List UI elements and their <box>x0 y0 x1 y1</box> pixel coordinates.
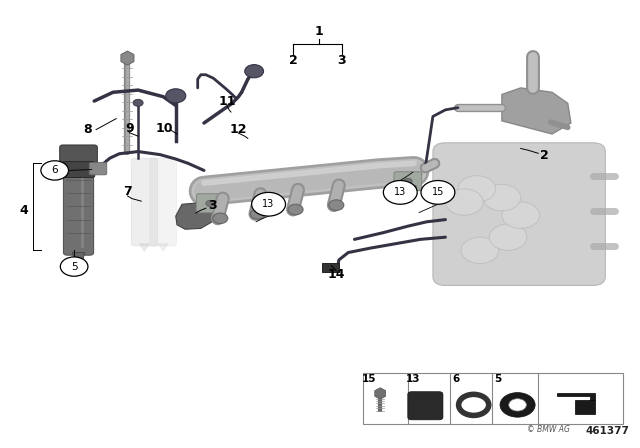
Circle shape <box>483 185 521 211</box>
Text: 6: 6 <box>452 375 460 384</box>
Polygon shape <box>176 203 216 229</box>
Circle shape <box>490 224 527 250</box>
Text: 6: 6 <box>51 165 58 176</box>
Circle shape <box>212 213 228 224</box>
Circle shape <box>421 181 455 204</box>
Circle shape <box>502 202 540 228</box>
Circle shape <box>133 99 143 106</box>
Polygon shape <box>158 244 168 251</box>
FancyBboxPatch shape <box>62 162 95 177</box>
Circle shape <box>500 392 535 417</box>
Polygon shape <box>140 244 149 251</box>
FancyBboxPatch shape <box>150 158 177 246</box>
Text: © BMW AG: © BMW AG <box>527 425 570 434</box>
FancyBboxPatch shape <box>363 373 623 424</box>
Circle shape <box>252 192 285 216</box>
Polygon shape <box>557 392 595 401</box>
Text: 14: 14 <box>328 268 345 281</box>
Circle shape <box>458 176 495 202</box>
Text: 10: 10 <box>156 122 173 135</box>
Text: 9: 9 <box>125 122 134 135</box>
Circle shape <box>60 257 88 276</box>
Polygon shape <box>121 51 134 65</box>
Text: 7: 7 <box>123 185 132 198</box>
Polygon shape <box>72 253 85 263</box>
Circle shape <box>206 200 214 207</box>
Polygon shape <box>575 401 595 414</box>
Circle shape <box>329 200 344 211</box>
Polygon shape <box>502 88 571 134</box>
Circle shape <box>166 89 186 103</box>
FancyBboxPatch shape <box>196 194 224 213</box>
Polygon shape <box>375 388 386 399</box>
FancyBboxPatch shape <box>60 145 97 167</box>
Text: 2: 2 <box>540 150 549 163</box>
FancyBboxPatch shape <box>322 263 339 272</box>
Text: 5: 5 <box>495 375 502 384</box>
Text: 8: 8 <box>84 123 92 136</box>
Circle shape <box>250 209 266 219</box>
FancyBboxPatch shape <box>89 163 107 175</box>
Text: 13: 13 <box>394 187 406 198</box>
Text: 3: 3 <box>208 199 216 212</box>
Text: 11: 11 <box>218 95 236 108</box>
FancyBboxPatch shape <box>408 392 443 420</box>
Text: 12: 12 <box>230 123 247 136</box>
Circle shape <box>459 394 489 415</box>
FancyBboxPatch shape <box>398 185 417 197</box>
Circle shape <box>509 399 526 411</box>
Text: 13: 13 <box>406 375 420 384</box>
FancyBboxPatch shape <box>131 158 157 246</box>
Text: 1: 1 <box>314 25 323 38</box>
Text: 15: 15 <box>432 187 444 198</box>
Circle shape <box>288 204 303 215</box>
Text: 13: 13 <box>262 199 275 209</box>
Circle shape <box>461 237 499 263</box>
Circle shape <box>403 178 412 185</box>
Text: 4: 4 <box>20 204 28 217</box>
Text: 2: 2 <box>289 54 298 67</box>
Circle shape <box>445 189 483 215</box>
FancyBboxPatch shape <box>394 172 422 191</box>
Text: 5: 5 <box>71 262 77 271</box>
FancyBboxPatch shape <box>63 158 93 255</box>
Text: 461377: 461377 <box>586 426 630 435</box>
FancyBboxPatch shape <box>433 143 605 285</box>
Circle shape <box>41 161 68 180</box>
Text: 3: 3 <box>338 54 346 67</box>
Circle shape <box>244 65 264 78</box>
Circle shape <box>383 181 417 204</box>
Text: 15: 15 <box>362 375 377 384</box>
